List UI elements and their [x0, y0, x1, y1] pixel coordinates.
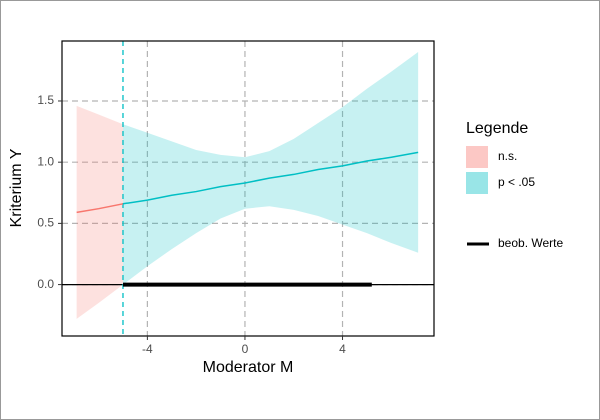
x-tick-label: 0 — [242, 342, 249, 356]
legend-label: p < .05 — [498, 175, 535, 189]
y-axis-title: Kriterium Y — [8, 148, 25, 227]
y-tick-label: 0.0 — [37, 277, 54, 291]
y-tick-label: 1.5 — [37, 93, 54, 107]
legend-label: beob. Werte — [498, 236, 563, 250]
legend-swatch — [466, 172, 488, 194]
x-tick-label: 4 — [339, 342, 346, 356]
legend-swatch — [466, 146, 488, 168]
x-axis-title: Moderator M — [203, 359, 294, 376]
confidence-band — [122, 52, 419, 285]
y-tick-label: 1.0 — [37, 154, 54, 168]
y-tick-label: 0.5 — [37, 216, 54, 230]
x-tick-label: -4 — [142, 342, 153, 356]
slope-line — [122, 151, 419, 205]
slope-line — [76, 203, 124, 214]
plot-frame — [61, 40, 435, 337]
plot-area — [62, 41, 434, 336]
legend-label: n.s. — [498, 149, 517, 163]
confidence-band — [76, 105, 123, 319]
legend-title: Legende — [466, 120, 528, 137]
